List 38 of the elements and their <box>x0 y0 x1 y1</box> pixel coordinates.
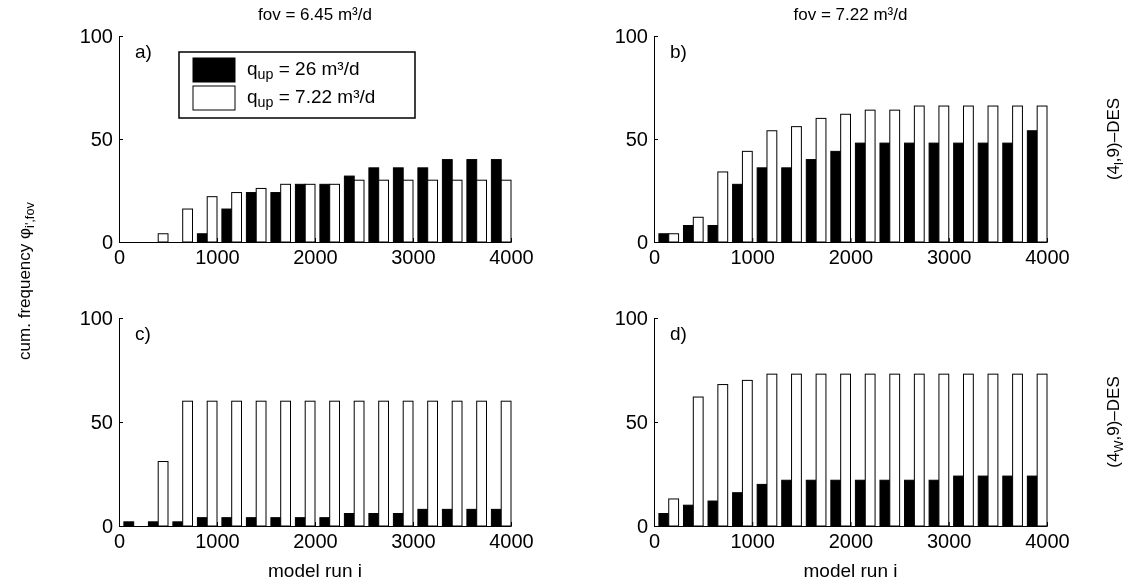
x-tick-label: 3000 <box>391 246 436 269</box>
x-tick-label: 3000 <box>927 246 972 269</box>
x-tick-label: 2000 <box>293 530 338 553</box>
x-tick-label: 1000 <box>195 246 240 269</box>
annotation: b) <box>670 41 687 62</box>
x-tick-label: 1000 <box>730 246 775 269</box>
y-tick-label: 50 <box>625 127 648 150</box>
x-tick-label: 4000 <box>489 530 534 553</box>
annotation: d) <box>670 323 687 344</box>
x-tick-label: 2000 <box>828 530 874 553</box>
y-tick-label: 0 <box>101 230 113 253</box>
x-tick-label: 4000 <box>1025 246 1070 269</box>
legend-label: q$_{up}$ = 7.22 m³/d <box>247 86 376 111</box>
y-tick-label: 0 <box>636 230 648 253</box>
y-tick-label: 100 <box>614 24 648 47</box>
y-tick-label: 0 <box>101 514 113 537</box>
y-tick-label: 100 <box>79 306 113 329</box>
x-tick-label: 1000 <box>730 530 775 553</box>
chart-title: fov = 6.45 m³/d <box>258 5 372 24</box>
y-tick-label: 100 <box>79 24 113 47</box>
x-axis-title: model run i <box>803 560 898 581</box>
x-tick-label: 2000 <box>828 246 874 269</box>
annotation: a) <box>135 41 152 62</box>
x-tick-label: 3000 <box>391 530 436 553</box>
y-tick-label: 100 <box>614 306 648 329</box>
x-tick-label: 4000 <box>1025 530 1070 553</box>
y-tick-label: 50 <box>90 127 113 150</box>
chart-title: fov = 7.22 m³/d <box>793 5 908 24</box>
y-tick-label: 50 <box>625 410 648 433</box>
x-axis-title: model run i <box>268 560 362 581</box>
y-tick-label: 50 <box>90 410 113 433</box>
x-tick-label: 3000 <box>927 530 972 553</box>
legend-label: q$_{up}$ = 26 m³/d <box>247 58 360 83</box>
y-tick-label: 0 <box>636 514 648 537</box>
x-tick-label: 2000 <box>293 246 338 269</box>
x-tick-label: 4000 <box>489 246 534 269</box>
x-tick-label: 1000 <box>195 530 240 553</box>
annotation: c) <box>135 323 151 344</box>
